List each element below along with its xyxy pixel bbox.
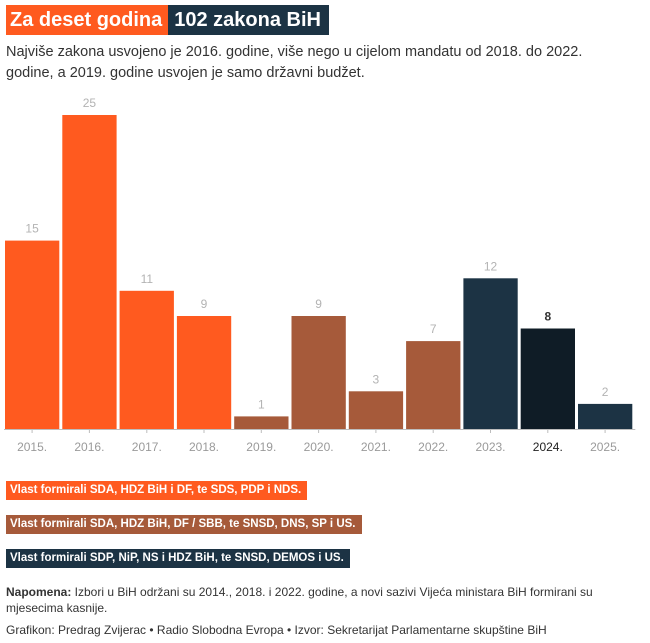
legend-item-sda-hdz-df-snsd: Vlast formirali SDA, HDZ BiH, DF / SBB, … (6, 515, 362, 534)
x-tick-label-2020: 2020. (304, 440, 334, 454)
title-part-2: 102 zakona BiH (168, 5, 329, 35)
chart-title: Za deset godina 102 zakona BiH (6, 5, 329, 35)
legend-item-sdp-nip-ns: Vlast formirali SDP, NiP, NS i HDZ BiH, … (6, 549, 350, 568)
x-tick-label-2023: 2023. (475, 440, 505, 454)
bar-2015 (5, 240, 60, 429)
x-tick-label-2018: 2018. (189, 440, 219, 454)
value-label-2015: 15 (25, 222, 39, 236)
bar-2019 (234, 416, 289, 429)
chart-subtitle: Najviše zakona usvojeno je 2016. godine,… (6, 44, 583, 81)
x-tick-label-2017: 2017. (132, 440, 162, 454)
x-tick-label-2025: 2025. (590, 440, 620, 454)
bar-2023 (463, 278, 518, 429)
x-tick-label-2015: 2015. (17, 440, 47, 454)
value-label-2018: 9 (201, 297, 208, 311)
bar-2020 (291, 316, 346, 429)
x-tick-label-2019: 2019. (246, 440, 276, 454)
value-label-2016: 25 (83, 96, 97, 110)
bar-2022 (406, 341, 461, 429)
credits-line: Grafikon: Predrag Zvijerac • Radio Slobo… (6, 623, 547, 637)
x-tick-label-2016: 2016. (74, 440, 104, 454)
value-label-2024: 8 (544, 310, 551, 324)
footnote: Napomena: Izbori u BiH održani su 2014.,… (6, 584, 626, 616)
value-label-2022: 7 (430, 322, 437, 336)
value-label-2017: 11 (141, 272, 154, 286)
legend-item-sda-hdz-df-sds: Vlast formirali SDA, HDZ BiH i DF, te SD… (6, 481, 308, 500)
footnote-text: Izbori u BiH održani su 2014., 2018. i 2… (6, 585, 593, 615)
bar-2018 (176, 316, 232, 429)
value-label-2021: 3 (373, 372, 380, 386)
x-tick-label-2021: 2021. (361, 440, 391, 454)
x-tick-label-2024: 2024. (533, 440, 563, 454)
bar-2024 (520, 328, 575, 429)
bar-2016 (62, 115, 117, 429)
bar-2021 (348, 391, 404, 429)
title-part-1: Za deset godina (6, 5, 169, 35)
value-label-2023: 12 (484, 259, 498, 273)
value-label-2019: 1 (258, 397, 265, 411)
x-tick-label-2022: 2022. (418, 440, 448, 454)
bar-2017 (119, 290, 174, 429)
value-label-2020: 9 (315, 297, 322, 311)
bar-chart: 15 2015. 25 2016. 11 2017. 9 2018. 1 2019. 9 2020. 3… (4, 96, 636, 454)
footnote-label: Napomena: (6, 585, 72, 599)
value-label-2025: 2 (602, 385, 609, 399)
bar-2025 (578, 403, 633, 429)
